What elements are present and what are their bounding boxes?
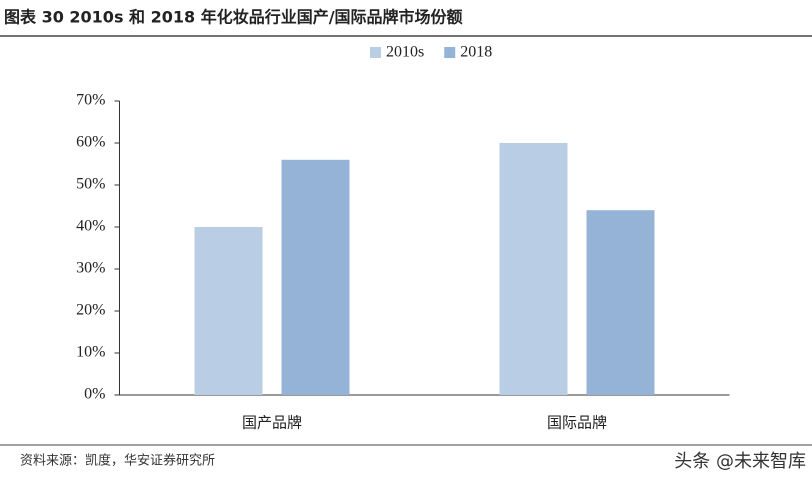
y-tick-label: 40%: [76, 218, 105, 235]
bar: [499, 143, 568, 395]
legend-label: 2010s: [386, 44, 424, 61]
legend-swatch: [444, 47, 456, 58]
chart-title: 图表 30 2010s 和 2018 年化妆品行业国产/国际品牌市场份额: [4, 8, 463, 27]
bar: [281, 159, 350, 395]
bar: [586, 210, 655, 395]
bar: [194, 227, 263, 395]
legend-label: 2018: [460, 44, 492, 61]
x-tick-label: 国际品牌: [547, 414, 607, 432]
y-tick-label: 10%: [76, 344, 105, 361]
watermark: 头条 @未来智库: [674, 451, 806, 472]
y-tick-label: 60%: [76, 134, 105, 151]
legend-swatch: [370, 47, 381, 58]
y-tick-label: 30%: [76, 260, 105, 277]
source: 资料来源：凯度，华安证券研究所: [20, 453, 215, 469]
y-tick-label: 50%: [76, 176, 105, 193]
y-tick-label: 20%: [76, 302, 105, 319]
y-tick-label: 70%: [76, 92, 105, 109]
y-tick-label: 0%: [84, 386, 105, 403]
x-tick-label: 国产品牌: [242, 414, 302, 432]
